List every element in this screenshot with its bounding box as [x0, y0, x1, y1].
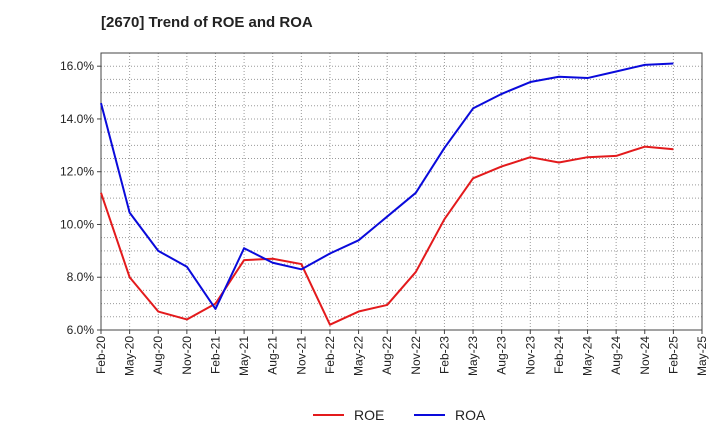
- x-tick-label: Aug-22: [380, 336, 394, 375]
- x-tick-label: Nov-24: [638, 336, 652, 375]
- plot-area: [101, 53, 702, 330]
- y-tick-label: 6.0%: [67, 323, 95, 337]
- x-tick-label: Aug-20: [151, 336, 165, 375]
- x-tick-label: May-23: [466, 336, 480, 376]
- plot-border: [100, 52, 703, 331]
- x-tick-label: Nov-22: [409, 336, 423, 375]
- x-tick-label: Nov-23: [523, 336, 537, 375]
- x-tick-label: May-20: [123, 336, 137, 376]
- x-tick-label: May-25: [695, 336, 709, 376]
- x-tick-label: Feb-22: [323, 336, 337, 374]
- y-tick-label: 16.0%: [60, 59, 94, 73]
- x-tick-label: Feb-20: [94, 336, 108, 374]
- legend-label-roa: ROA: [455, 407, 486, 423]
- x-tick-label: May-21: [237, 336, 251, 376]
- x-tick-label: Feb-24: [552, 336, 566, 374]
- chart-title: [2670] Trend of ROE and ROA: [101, 14, 313, 31]
- y-tick-label: 10.0%: [60, 217, 94, 231]
- x-tick-label: May-24: [581, 336, 595, 376]
- series-line-roe: [100, 145, 674, 326]
- x-tick-label: Feb-25: [666, 336, 680, 374]
- x-tick-label: Feb-23: [437, 336, 451, 374]
- x-tick-label: May-22: [352, 336, 366, 376]
- y-tick-label: 12.0%: [60, 165, 94, 179]
- x-tick-label: Nov-21: [294, 336, 308, 375]
- x-tick-label: Feb-21: [208, 336, 222, 374]
- series-line-roa: [100, 62, 674, 310]
- x-tick-label: Aug-23: [495, 336, 509, 375]
- y-tick-label: 8.0%: [67, 270, 95, 284]
- legend-label-roe: ROE: [354, 407, 384, 423]
- y-tick-label: 14.0%: [60, 112, 94, 126]
- x-tick-label: Aug-21: [266, 336, 280, 375]
- x-tick-label: Nov-20: [180, 336, 194, 375]
- x-tick-label: Aug-24: [609, 336, 623, 375]
